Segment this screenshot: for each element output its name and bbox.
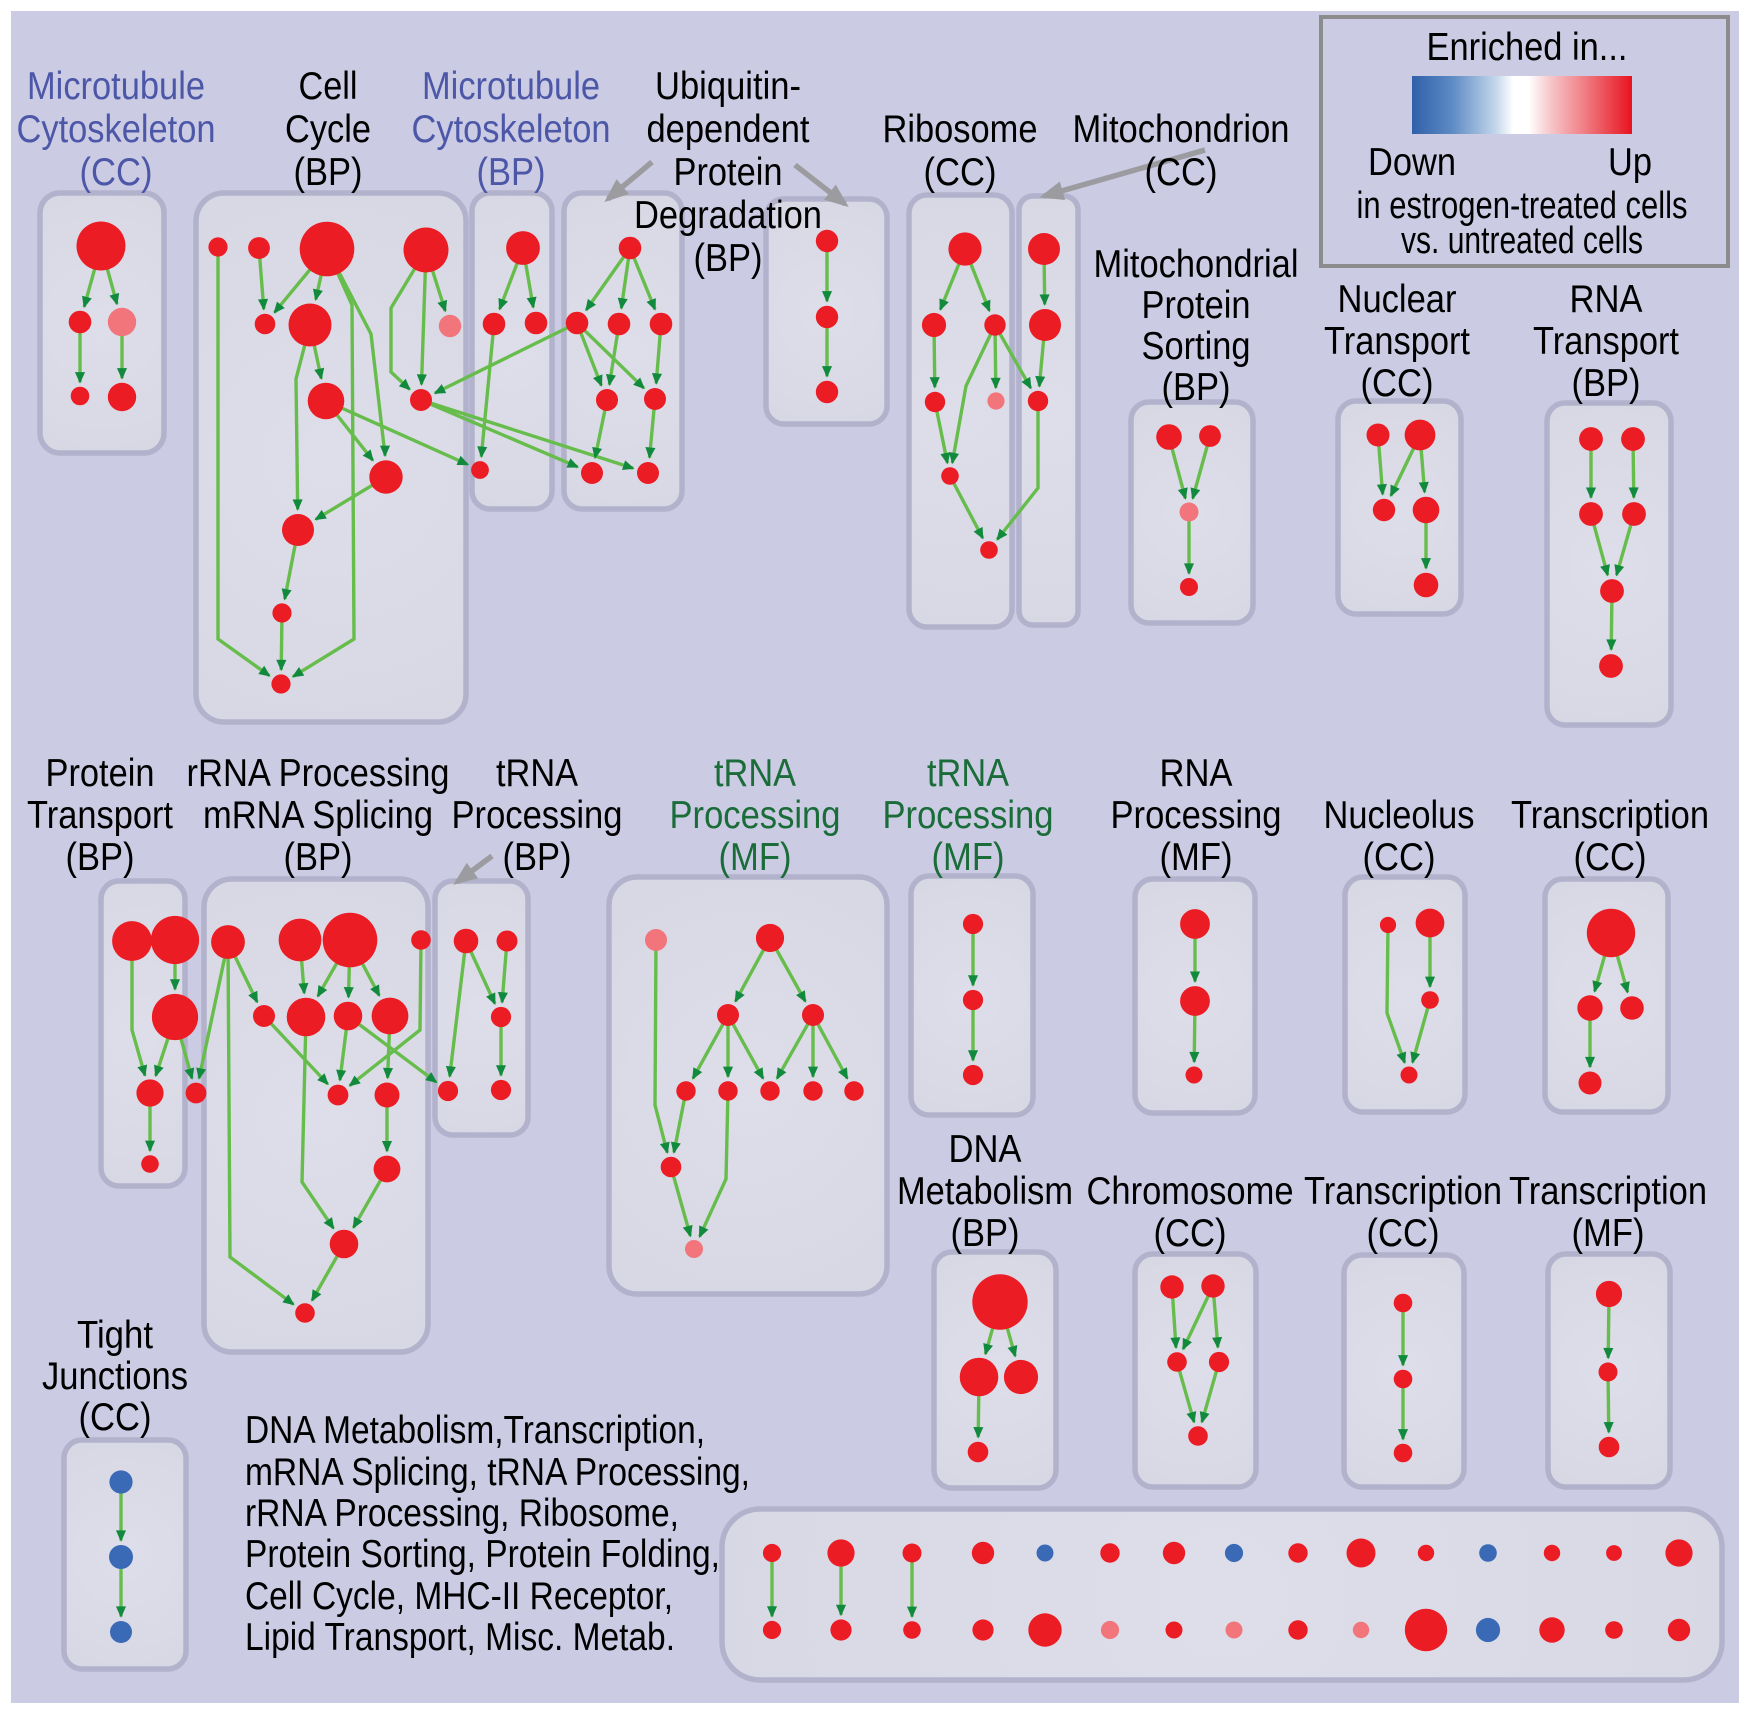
svg-text:(BP): (BP) [503, 836, 572, 879]
svg-text:RNA: RNA [1570, 278, 1643, 321]
svg-text:(CC): (CC) [79, 1396, 152, 1439]
svg-text:(BP): (BP) [951, 1212, 1020, 1255]
svg-text:Processing: Processing [1111, 794, 1282, 837]
svg-text:Up: Up [1608, 141, 1652, 184]
svg-text:Transport: Transport [27, 794, 173, 837]
svg-text:dependent: dependent [647, 108, 810, 151]
svg-text:DNA: DNA [949, 1128, 1022, 1171]
svg-text:(BP): (BP) [294, 151, 363, 194]
svg-text:rRNA Processing, Ribosome,: rRNA Processing, Ribosome, [245, 1492, 679, 1535]
svg-text:(BP): (BP) [1162, 366, 1231, 409]
svg-text:Tight: Tight [77, 1314, 153, 1357]
svg-text:(CC): (CC) [1145, 151, 1218, 194]
svg-text:(CC): (CC) [924, 151, 997, 194]
svg-text:Nucleolus: Nucleolus [1324, 794, 1475, 837]
svg-text:(MF): (MF) [719, 836, 792, 879]
svg-text:mRNA Splicing: mRNA Splicing [203, 794, 433, 837]
svg-text:(BP): (BP) [284, 836, 353, 879]
svg-text:Chromosome: Chromosome [1087, 1170, 1294, 1213]
svg-text:Cell: Cell [299, 65, 358, 108]
svg-text:Transcription: Transcription [1511, 794, 1709, 837]
svg-text:Metabolism: Metabolism [897, 1170, 1073, 1213]
svg-text:Cell Cycle, MHC-II Receptor,: Cell Cycle, MHC-II Receptor, [245, 1575, 673, 1618]
svg-text:(CC): (CC) [1574, 836, 1647, 879]
svg-text:Nuclear: Nuclear [1338, 278, 1457, 321]
svg-text:rRNA Processing: rRNA Processing [187, 752, 450, 795]
svg-text:(MF): (MF) [932, 836, 1005, 879]
svg-text:DNA Metabolism,Transcription,: DNA Metabolism,Transcription, [245, 1409, 705, 1452]
svg-text:Cytoskeleton: Cytoskeleton [412, 108, 611, 151]
svg-text:Transcription: Transcription [1509, 1170, 1707, 1213]
svg-text:(BP): (BP) [694, 237, 763, 280]
svg-text:Transport: Transport [1324, 320, 1470, 363]
svg-text:Transport: Transport [1533, 320, 1679, 363]
svg-text:Protein Sorting, Protein Foldi: Protein Sorting, Protein Folding, [245, 1533, 720, 1576]
svg-text:Protein: Protein [46, 752, 155, 795]
svg-text:(BP): (BP) [477, 151, 546, 194]
svg-text:Sorting: Sorting [1142, 325, 1251, 368]
svg-text:Enriched in...: Enriched in... [1427, 26, 1628, 69]
svg-text:(CC): (CC) [1367, 1212, 1440, 1255]
svg-text:Lipid Transport, Misc. Metab.: Lipid Transport, Misc. Metab. [245, 1616, 675, 1659]
svg-text:(CC): (CC) [1361, 362, 1434, 405]
svg-text:tRNA: tRNA [714, 752, 796, 795]
svg-text:Protein: Protein [1142, 284, 1251, 327]
svg-text:(CC): (CC) [1154, 1212, 1227, 1255]
svg-text:Ubiquitin-: Ubiquitin- [655, 65, 801, 108]
svg-text:tRNA: tRNA [496, 752, 578, 795]
svg-text:Microtubule: Microtubule [422, 65, 600, 108]
svg-text:Mitochondrial: Mitochondrial [1094, 243, 1299, 286]
svg-text:vs. untreated cells: vs. untreated cells [1401, 220, 1643, 262]
svg-text:Processing: Processing [670, 794, 841, 837]
svg-text:Mitochondrion: Mitochondrion [1073, 108, 1290, 151]
svg-text:(BP): (BP) [1572, 362, 1641, 405]
svg-text:tRNA: tRNA [927, 752, 1009, 795]
svg-text:Protein: Protein [674, 151, 783, 194]
svg-text:in estrogen-treated cells: in estrogen-treated cells [1357, 185, 1688, 227]
svg-text:(CC): (CC) [80, 151, 153, 194]
svg-text:RNA: RNA [1160, 752, 1233, 795]
svg-text:Cycle: Cycle [285, 108, 371, 151]
svg-text:mRNA Splicing, tRNA Processing: mRNA Splicing, tRNA Processing, [245, 1451, 750, 1494]
svg-text:(MF): (MF) [1572, 1212, 1645, 1255]
svg-text:Transcription: Transcription [1304, 1170, 1502, 1213]
svg-text:Down: Down [1368, 141, 1456, 184]
svg-text:Processing: Processing [452, 794, 623, 837]
svg-text:Microtubule: Microtubule [27, 65, 205, 108]
svg-text:(CC): (CC) [1363, 836, 1436, 879]
svg-text:Ribosome: Ribosome [883, 108, 1038, 151]
svg-text:(BP): (BP) [66, 836, 135, 879]
svg-text:Processing: Processing [883, 794, 1054, 837]
svg-text:Cytoskeleton: Cytoskeleton [17, 108, 216, 151]
svg-text:(MF): (MF) [1160, 836, 1233, 879]
svg-text:Degradation: Degradation [634, 194, 822, 237]
svg-text:Junctions: Junctions [42, 1355, 188, 1398]
